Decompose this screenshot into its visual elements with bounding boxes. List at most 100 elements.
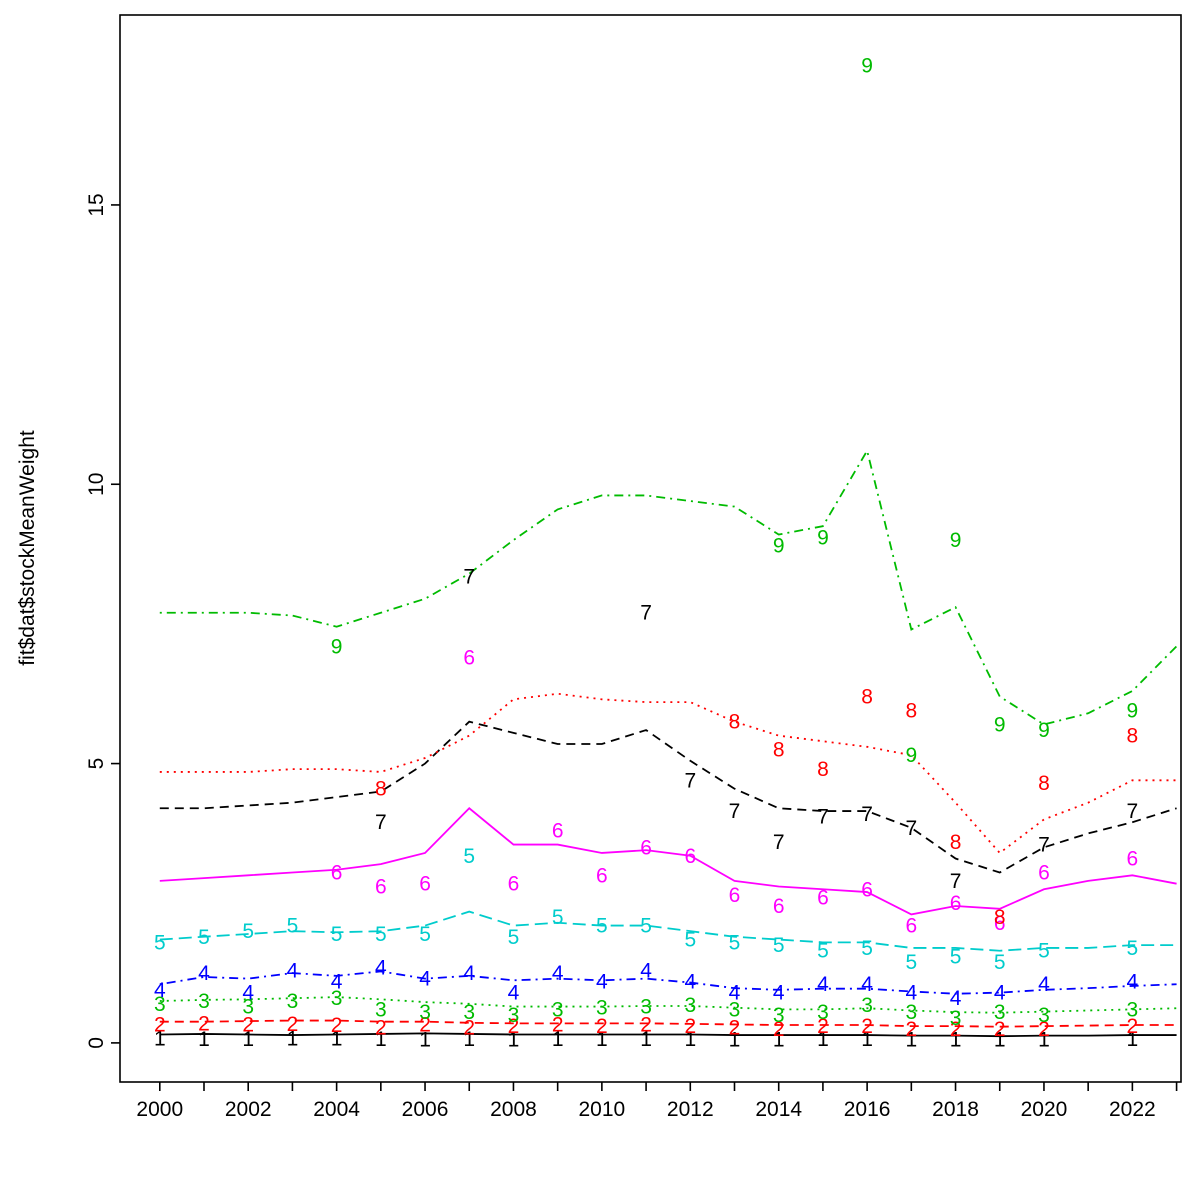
observation-label-age-4: 4 [1127,970,1139,993]
observation-label-age-6: 6 [817,887,829,910]
observation-label-age-7: 7 [817,806,829,829]
observation-label-age-3: 3 [242,996,254,1019]
x-axis-tick-label: 2000 [136,1098,183,1121]
observation-label-age-9: 9 [861,54,873,77]
observation-label-age-2: 2 [950,1018,962,1041]
observation-label-age-1: 1 [154,1027,166,1050]
observation-label-age-2: 2 [242,1013,254,1036]
observation-label-age-4: 4 [994,982,1006,1005]
observation-label-age-1: 1 [242,1028,254,1051]
observation-label-age-2: 2 [154,1013,166,1036]
observation-label-age-2: 2 [817,1015,829,1038]
observation-label-age-7: 7 [729,800,741,823]
observation-label-age-8: 8 [1127,725,1139,748]
observation-label-age-4: 4 [729,982,741,1005]
observation-label-age-2: 2 [419,1013,431,1036]
observation-label-age-2: 2 [463,1016,475,1039]
observation-label-age-1: 1 [905,1029,917,1052]
y-axis-tick-label: 10 [85,473,108,496]
fitted-line-age-7 [159,720,1177,874]
fitted-line-age-2 [159,1019,1177,1028]
observation-label-age-2: 2 [331,1014,343,1037]
observation-label-age-4: 4 [154,979,166,1002]
observation-label-age-9: 9 [331,635,343,658]
x-axis-tick-label: 2010 [579,1098,626,1121]
fitted-line-age-3 [159,996,1177,1014]
observation-label-age-7: 7 [950,870,962,893]
observation-label-age-5: 5 [375,923,387,946]
observation-label-age-4: 4 [773,982,785,1005]
observation-label-age-1: 1 [1038,1029,1050,1052]
fitted-line-age-5 [159,910,1177,952]
observation-label-age-5: 5 [331,923,343,946]
observation-label-age-8: 8 [950,831,962,854]
observation-label-age-4: 4 [331,970,343,993]
observation-label-age-4: 4 [287,959,299,982]
fitted-line-age-9 [159,448,1178,726]
observation-label-age-8: 8 [905,700,917,723]
observation-label-age-3: 3 [994,1001,1006,1024]
observation-label-age-6: 6 [729,884,741,907]
observation-label-age-5: 5 [640,915,652,938]
observation-label-age-4: 4 [684,970,696,993]
observation-label-age-5: 5 [950,945,962,968]
observation-label-age-7: 7 [640,602,652,625]
observation-label-age-7: 7 [905,817,917,840]
x-axis-tick-label: 2014 [755,1098,802,1121]
fitted-line-age-8 [159,692,1177,855]
observation-label-age-2: 2 [596,1015,608,1038]
observation-label-age-3: 3 [950,1007,962,1030]
observation-label-age-6: 6 [640,836,652,859]
fitted-line-age-1 [159,1032,1177,1038]
observation-label-age-1: 1 [817,1028,829,1051]
observation-label-age-7: 7 [684,769,696,792]
observation-label-age-5: 5 [596,915,608,938]
observation-label-age-6: 6 [419,873,431,896]
x-axis-tick-label: 2018 [932,1098,979,1121]
observation-label-age-1: 1 [331,1027,343,1050]
observation-label-age-6: 6 [1038,862,1050,885]
observation-label-age-3: 3 [1127,998,1139,1021]
observation-label-age-5: 5 [1038,940,1050,963]
observation-label-age-4: 4 [861,973,873,996]
observation-label-age-4: 4 [817,973,829,996]
observation-label-age-2: 2 [287,1013,299,1036]
observation-label-age-9: 9 [817,526,829,549]
observation-label-age-7: 7 [1038,834,1050,857]
observation-label-age-3: 3 [508,1004,520,1027]
plot-border [119,14,1182,1083]
observation-label-age-6: 6 [861,878,873,901]
observation-label-age-5: 5 [773,934,785,957]
observation-label-age-5: 5 [287,915,299,938]
observation-label-age-6: 6 [950,892,962,915]
observation-label-age-3: 3 [729,998,741,1021]
observation-label-age-4: 4 [375,956,387,979]
observation-label-age-2: 2 [1127,1015,1139,1038]
observation-label-age-3: 3 [552,998,564,1021]
observation-label-age-6: 6 [463,646,475,669]
observation-label-age-4: 4 [242,982,254,1005]
observation-label-age-9: 9 [1127,700,1139,723]
observation-label-age-2: 2 [905,1018,917,1041]
observation-label-age-6: 6 [331,862,343,885]
observation-label-age-4: 4 [552,962,564,985]
observation-label-age-2: 2 [1038,1018,1050,1041]
observation-label-age-1: 1 [419,1029,431,1052]
x-axis-tick-label: 2006 [402,1098,449,1121]
fitted-line-age-4 [159,970,1177,995]
observation-label-age-4: 4 [508,982,520,1005]
observation-label-age-5: 5 [1127,937,1139,960]
observation-label-age-3: 3 [154,993,166,1016]
observation-label-age-5: 5 [463,845,475,868]
observation-label-age-1: 1 [463,1028,475,1051]
observation-label-age-1: 1 [552,1028,564,1051]
observation-label-age-1: 1 [994,1029,1006,1052]
observation-label-age-3: 3 [375,998,387,1021]
observation-label-age-5: 5 [729,931,741,954]
observation-label-age-4: 4 [950,987,962,1010]
observation-label-age-2: 2 [375,1016,387,1039]
x-axis-tick-label: 2008 [490,1098,537,1121]
observation-label-age-7: 7 [773,831,785,854]
